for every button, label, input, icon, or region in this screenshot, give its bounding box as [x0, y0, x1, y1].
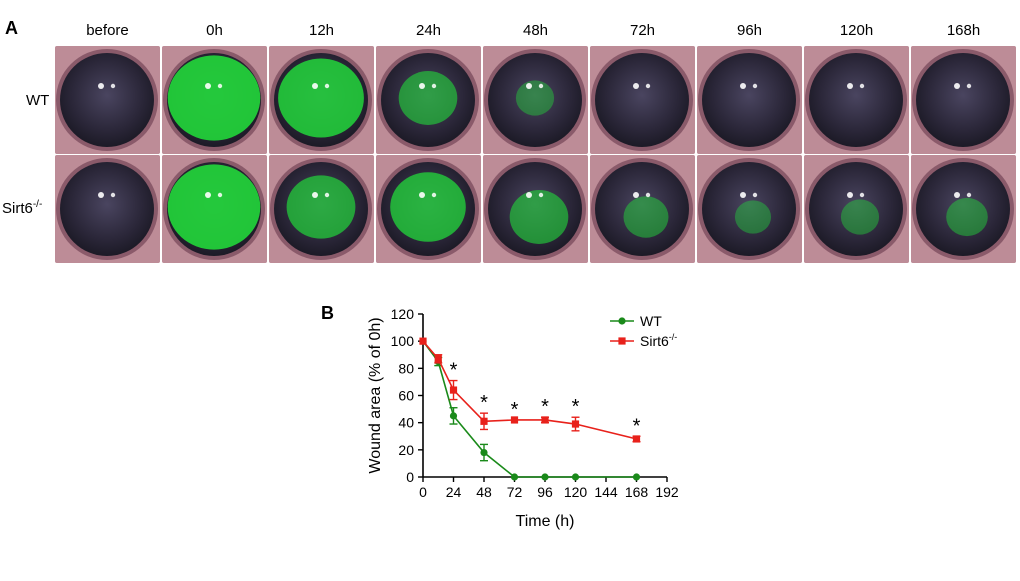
column-label-0h: 0h	[206, 22, 223, 39]
x-tick-label: 72	[507, 484, 523, 500]
row-label-wt-text: WT	[26, 92, 50, 109]
column-label-12h: 12h	[308, 22, 335, 39]
data-point	[632, 435, 641, 443]
legend-marker	[618, 337, 626, 345]
data-point	[480, 448, 488, 457]
eye-image-sirt6-24h	[376, 155, 481, 263]
panel-a-letter: A	[5, 18, 18, 38]
significance-star: *	[541, 396, 549, 418]
legend-label: WT	[640, 313, 662, 329]
eye-image-wt-before	[55, 46, 160, 154]
data-point	[541, 473, 549, 481]
data-point	[449, 386, 458, 394]
y-tick-label: 80	[398, 360, 414, 376]
data-point	[510, 473, 519, 481]
y-axis-title: Wound area (% of 0h)	[367, 317, 384, 473]
x-tick-label: 0	[419, 484, 427, 500]
row-label-wt: WT	[26, 91, 49, 109]
eye-image-sirt6-120h	[804, 155, 909, 263]
eye-image-wt-168h	[911, 46, 1016, 154]
eye-image-wt-0h	[162, 46, 267, 154]
y-tick-label: 100	[391, 333, 415, 349]
eye-image-sirt6-96h	[697, 155, 802, 263]
significance-star: *	[511, 399, 519, 421]
data-point	[571, 420, 580, 428]
data-point	[632, 473, 641, 481]
series-line	[422, 340, 637, 440]
row-label-sirt6: Sirt6-/-	[2, 199, 42, 217]
series-1	[419, 337, 641, 443]
data-point	[480, 417, 488, 425]
significance-star: *	[480, 392, 488, 414]
data-point	[571, 473, 580, 481]
x-tick-label: 144	[594, 484, 618, 500]
data-point	[419, 337, 427, 345]
column-label-48h: 48h	[522, 22, 549, 39]
eye-image-wt-72h	[590, 46, 695, 154]
column-label-120h: 120h	[839, 22, 874, 39]
eye-image-wt-96h	[697, 46, 802, 154]
x-tick-label: 120	[564, 484, 588, 500]
eye-image-wt-12h	[269, 46, 374, 154]
eye-image-wt-24h	[376, 46, 481, 154]
column-label-168h: 168h	[946, 22, 981, 39]
x-axis-title: Time (h)	[516, 513, 575, 530]
eye-image-wt-120h	[804, 46, 909, 154]
eye-image-wt-48h	[483, 46, 588, 154]
x-tick-label: 48	[476, 484, 492, 500]
legend-marker	[618, 317, 626, 325]
chart-legend: WT Sirt6-/-	[610, 313, 677, 349]
significance-star: *	[633, 415, 641, 437]
row-label-sirt6-text: Sirt6	[2, 200, 33, 217]
series-line	[422, 340, 637, 478]
y-tick-label: 60	[398, 388, 414, 404]
eye-image-sirt6-12h	[269, 155, 374, 263]
panel-b-letter: B	[321, 303, 334, 323]
eye-image-sirt6-0h	[162, 155, 267, 263]
eye-image-sirt6-before	[55, 155, 160, 263]
x-tick-label: 96	[537, 484, 553, 500]
x-tick-label: 192	[655, 484, 679, 500]
column-label-96h: 96h	[736, 22, 763, 39]
data-point	[541, 416, 549, 424]
x-tick-label: 24	[446, 484, 462, 500]
column-label-before: before	[86, 22, 129, 39]
eye-image-sirt6-72h	[590, 155, 695, 263]
data-point	[510, 416, 519, 424]
eye-image-sirt6-168h	[911, 155, 1016, 263]
chart-plot-area: * * * * * *	[419, 337, 641, 481]
eye-image-sirt6-48h	[483, 155, 588, 263]
row-label-sirt6-sup: -/-	[32, 199, 43, 210]
data-point	[434, 355, 442, 363]
y-tick-label: 120	[391, 306, 415, 322]
legend-label: Sirt6-/-	[640, 332, 677, 349]
column-label-24h: 24h	[415, 22, 442, 39]
x-tick-label: 168	[625, 484, 649, 500]
significance-star: *	[572, 396, 580, 418]
column-label-72h: 72h	[629, 22, 656, 39]
y-tick-label: 20	[398, 442, 414, 458]
significance-star: *	[450, 360, 458, 382]
data-point	[449, 412, 458, 420]
y-tick-label: 0	[406, 469, 414, 485]
y-tick-label: 40	[398, 415, 414, 431]
